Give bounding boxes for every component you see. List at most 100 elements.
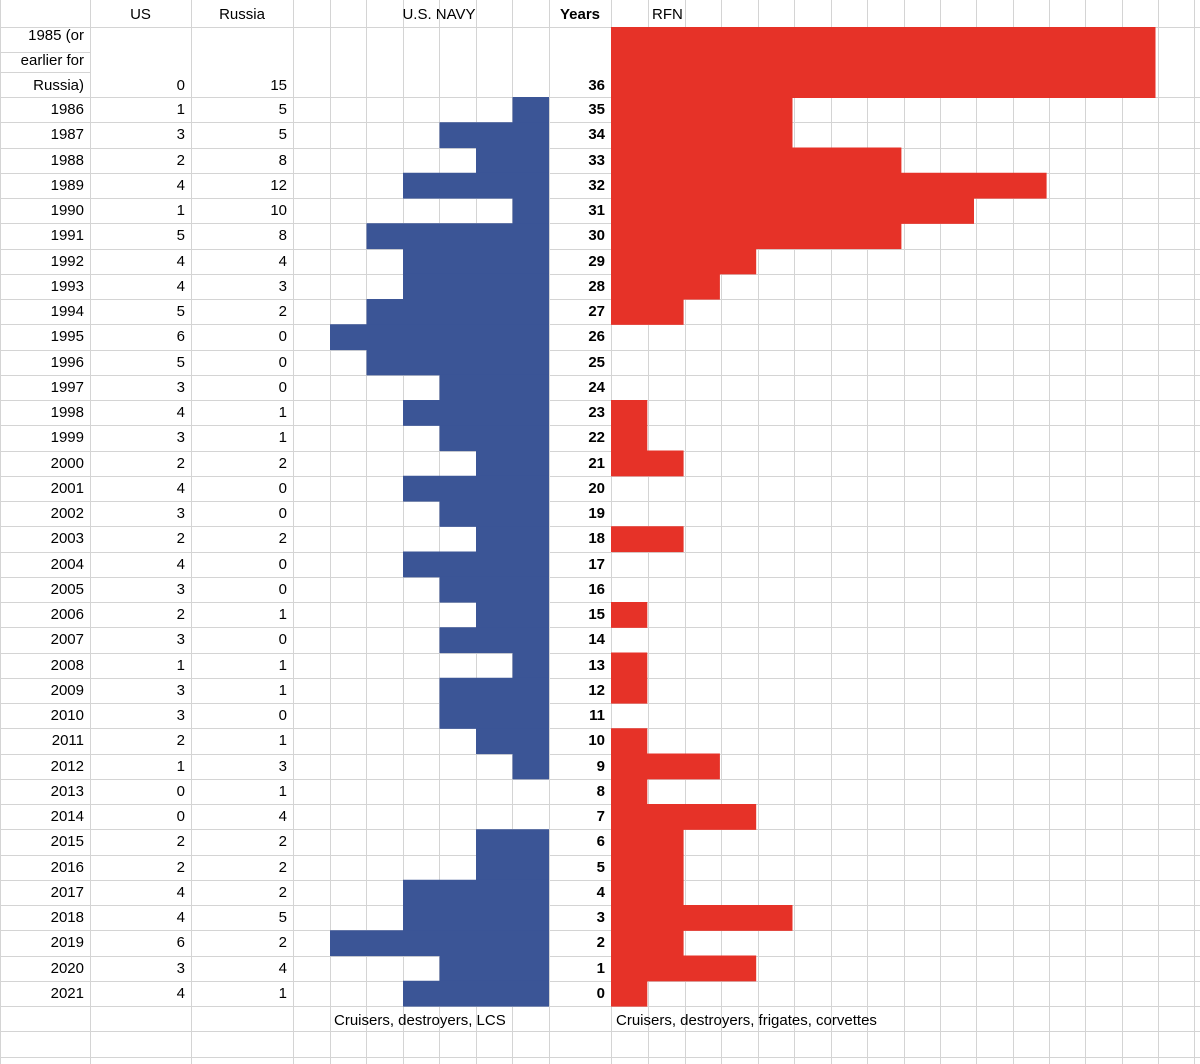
category-label: 2006 xyxy=(50,606,84,623)
category-label: 2013 xyxy=(50,783,84,800)
category-label: 1988 xyxy=(50,152,84,169)
us-value: 3 xyxy=(176,682,185,699)
us-bar xyxy=(403,905,549,931)
rfn-bar xyxy=(611,97,793,123)
category-label: 1996 xyxy=(50,354,84,371)
russia-value: 0 xyxy=(278,354,287,371)
us-bar xyxy=(439,677,549,704)
rfn-bar xyxy=(611,905,793,931)
category-label: 1998 xyxy=(50,404,84,421)
category-label: 2001 xyxy=(50,480,84,497)
russia-value: 1 xyxy=(278,657,287,674)
russia-value: 1 xyxy=(278,606,287,623)
rfn-bar xyxy=(611,273,720,300)
rfn-bar xyxy=(611,198,974,224)
us-value: 2 xyxy=(176,833,185,850)
us-value: 3 xyxy=(176,631,185,648)
years-value: 14 xyxy=(588,631,605,648)
russia-value: 2 xyxy=(278,884,287,901)
us-value: 5 xyxy=(176,303,185,320)
header-usnavy: U.S. NAVY xyxy=(402,6,476,23)
russia-value: 1 xyxy=(278,429,287,446)
years-value: 36 xyxy=(588,77,605,94)
russia-value: 5 xyxy=(278,101,287,118)
us-value: 3 xyxy=(176,126,185,143)
rfn-bar xyxy=(611,450,684,477)
years-value: 8 xyxy=(596,783,605,800)
category-label: 2018 xyxy=(50,909,84,926)
years-value: 5 xyxy=(596,859,605,876)
years-value: 16 xyxy=(588,581,605,598)
category-label: 1997 xyxy=(50,379,84,396)
russia-value: 1 xyxy=(278,732,287,749)
years-value: 17 xyxy=(588,556,605,573)
years-value: 7 xyxy=(596,808,605,825)
us-value: 3 xyxy=(176,379,185,396)
category-label: 2012 xyxy=(50,758,84,775)
russia-value: 1 xyxy=(278,404,287,421)
header-years: Years xyxy=(559,6,601,23)
first-label-line-3: Russia) xyxy=(33,77,84,94)
us-value: 4 xyxy=(176,985,185,1002)
years-value: 0 xyxy=(596,985,605,1002)
us-bar xyxy=(403,172,549,199)
us-value: 1 xyxy=(176,202,185,219)
us-bar xyxy=(330,324,549,351)
russia-value: 1 xyxy=(278,985,287,1002)
us-bar xyxy=(476,728,549,755)
first-label-line-1: 1985 (or xyxy=(28,27,84,44)
category-label: 1987 xyxy=(50,126,84,143)
russia-value: 8 xyxy=(278,152,287,169)
us-value: 0 xyxy=(176,808,185,825)
us-bar xyxy=(403,273,549,300)
years-value: 2 xyxy=(596,934,605,951)
category-label: 1993 xyxy=(50,278,84,295)
rfn-bar xyxy=(611,980,648,1007)
category-label: 2004 xyxy=(50,556,84,573)
rfn-bar xyxy=(611,652,648,679)
category-label: 2007 xyxy=(50,631,84,648)
years-value: 19 xyxy=(588,505,605,522)
years-value: 27 xyxy=(588,303,605,320)
russia-value: 5 xyxy=(278,126,287,143)
us-bar xyxy=(330,930,549,957)
years-value: 4 xyxy=(596,884,605,901)
us-value: 2 xyxy=(176,152,185,169)
us-bar xyxy=(476,602,549,628)
russia-value: 0 xyxy=(278,707,287,724)
rfn-bar xyxy=(611,425,648,452)
russia-value: 15 xyxy=(270,77,287,94)
years-value: 10 xyxy=(588,732,605,749)
rfn-bar xyxy=(611,778,648,805)
years-value: 12 xyxy=(588,682,605,699)
years-value: 11 xyxy=(589,707,605,724)
category-label: 2003 xyxy=(50,530,84,547)
years-value: 34 xyxy=(588,126,605,143)
years-value: 33 xyxy=(588,152,605,169)
us-bar xyxy=(476,829,549,856)
rfn-bar xyxy=(611,854,684,881)
us-bar xyxy=(476,450,549,477)
category-label: 1994 xyxy=(50,303,84,320)
us-bar xyxy=(512,198,549,224)
category-label: 2005 xyxy=(50,581,84,598)
us-value: 4 xyxy=(176,480,185,497)
rfn-bar xyxy=(611,804,757,830)
years-value: 32 xyxy=(588,177,605,194)
us-bar xyxy=(439,374,549,401)
years-value: 3 xyxy=(596,909,605,926)
rfn-bar xyxy=(611,728,648,755)
category-label: 1992 xyxy=(50,253,84,270)
rfn-bar xyxy=(611,677,648,704)
russia-value: 0 xyxy=(278,556,287,573)
us-value: 3 xyxy=(176,960,185,977)
russia-value: 5 xyxy=(278,909,287,926)
footnote-usnavy: Cruisers, destroyers, LCS xyxy=(334,1012,506,1029)
rfn-bar xyxy=(611,147,902,174)
header-russia: Russia xyxy=(219,6,265,23)
category-label: 1989 xyxy=(50,177,84,194)
russia-value: 0 xyxy=(278,379,287,396)
us-bar xyxy=(512,753,549,780)
us-bar xyxy=(403,879,549,906)
category-label: 2008 xyxy=(50,657,84,674)
